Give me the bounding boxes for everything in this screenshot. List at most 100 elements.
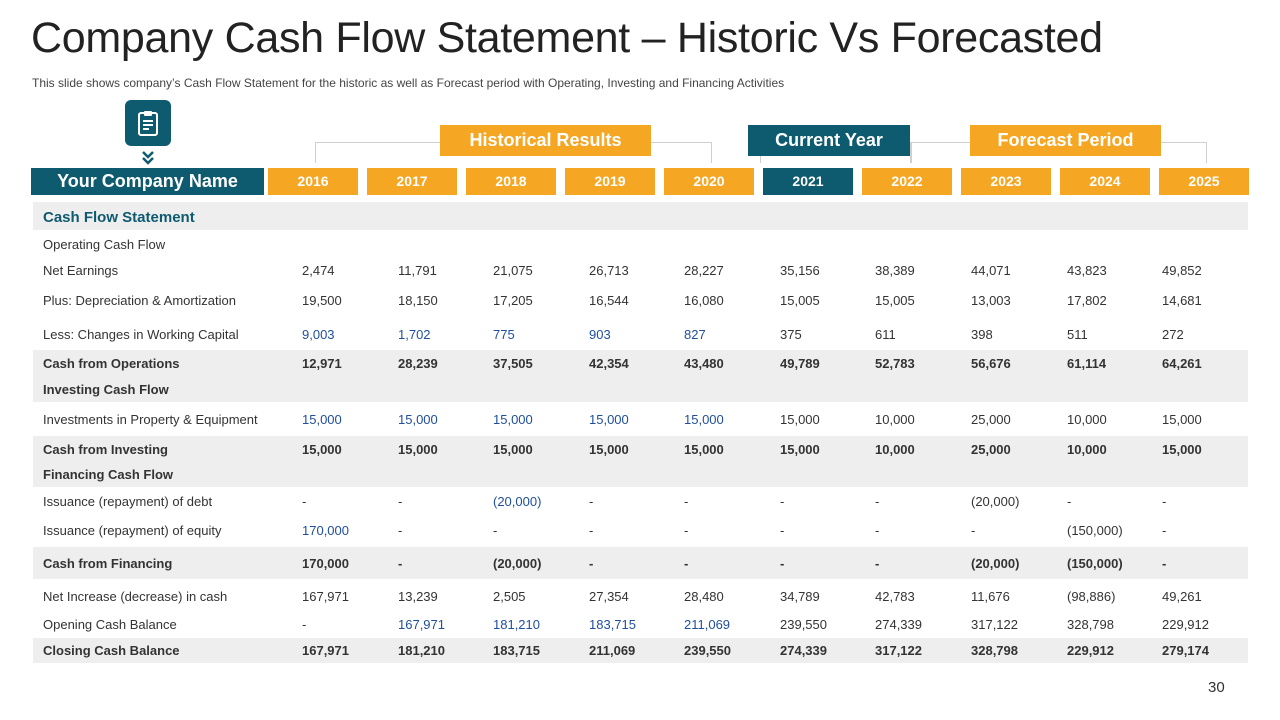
cell-value: 17,205 [493,293,533,308]
cell-value: 15,000 [1162,442,1202,457]
cell-value: - [780,523,785,538]
row-label: Closing Cash Balance [43,643,180,658]
cell-value: 274,339 [875,617,922,632]
cell-value: 10,000 [1067,412,1107,427]
cell-value: - [398,523,403,538]
year-header-2022: 2022 [862,168,952,195]
cell-value: 511 [1067,327,1088,342]
cell-value: 167,971 [302,589,349,604]
cell-value: 61,114 [1067,356,1107,371]
cell-value: 43,823 [1067,263,1107,278]
row-label: Opening Cash Balance [43,617,177,632]
table-row: Less: Changes in Working Capital 9,003 1,7… [33,318,1248,350]
cell-value: - [780,556,785,571]
table-row: Cash from Operations 12,971 28,239 37,505 42… [33,350,1248,376]
cell-value: 15,000 [780,442,820,457]
cell-value: 52,783 [875,356,915,371]
row-label: Cash from Investing [43,442,168,457]
cell-value: 16,544 [589,293,629,308]
table-row: Closing Cash Balance 167,971 181,210 183,71… [33,638,1248,663]
cell-value: - [302,494,307,509]
cell-value: (150,000) [1067,556,1123,571]
cell-value: - [971,523,976,538]
cell-value: 25,000 [971,442,1011,457]
year-header-2023: 2023 [961,168,1051,195]
cell-value: 18,150 [398,293,438,308]
current-year-label: Current Year [748,125,910,156]
cell-value: 13,239 [398,589,438,604]
cell-value: 229,912 [1162,617,1209,632]
page-title: Company Cash Flow Statement – Historic V… [31,14,1103,62]
cell-value: 183,715 [589,617,636,632]
cell-value: 10,000 [875,442,915,457]
cell-value: 28,480 [684,589,724,604]
cell-value: - [589,494,594,509]
page-number: 30 [1208,679,1225,696]
table-row: Net Increase (decrease) in cash 167,971 13… [33,582,1248,610]
row-label: Issuance (repayment) of equity [43,523,222,538]
cell-value: 15,000 [589,442,629,457]
cell-value: 35,156 [780,263,820,278]
clipboard-icon [125,100,171,146]
row-label: Cash from Operations [43,356,180,371]
cell-value: 14,681 [1162,293,1202,308]
table-row: Net Earnings 2,474 11,791 21,075 26,713 28,22… [33,257,1248,283]
cell-value: 15,005 [875,293,915,308]
table-row: Cash from Financing 170,000 - (20,000) - - - - (… [33,547,1248,579]
cell-value: 1,702 [398,327,431,342]
year-header-2019: 2019 [565,168,655,195]
cell-value: 9,003 [302,327,335,342]
year-header-2017: 2017 [367,168,457,195]
cell-value: - [1162,556,1167,571]
cell-value: 229,912 [1067,643,1114,658]
cell-value: 239,550 [780,617,827,632]
double-chevron-down-icon [140,150,156,166]
cell-value: 317,122 [875,643,922,658]
table-row: Investing Cash Flow [33,376,1248,402]
row-label: Investments in Property & Equipment [43,412,258,427]
row-label: Investing Cash Flow [43,382,169,397]
cell-value: - [589,523,594,538]
cell-value: 15,000 [780,412,820,427]
cell-value: (20,000) [971,556,1020,571]
cell-value: 42,354 [589,356,629,371]
company-name-header: Your Company Name [31,168,264,195]
cell-value: 49,261 [1162,589,1202,604]
cell-value: 15,000 [302,442,342,457]
cell-value: 64,261 [1162,356,1202,371]
cell-value: (98,886) [1067,589,1116,604]
cell-value: 34,789 [780,589,820,604]
cell-value: 167,971 [302,643,349,658]
table-row: Plus: Depreciation & Amortization 19,500 1… [33,286,1248,314]
year-header-2025: 2025 [1159,168,1249,195]
cell-value: 28,227 [684,263,724,278]
table-row: Investments in Property & Equipment 15,00… [33,403,1248,435]
cell-value: 211,069 [589,643,636,658]
cell-value: - [398,556,403,571]
cell-value: 15,000 [493,412,533,427]
table-row: Operating Cash Flow [33,232,1248,256]
section-title: Cash Flow Statement [43,209,195,226]
cell-value: 28,239 [398,356,438,371]
cell-value: 11,791 [398,263,437,278]
cell-value: 181,210 [398,643,445,658]
cell-value: - [684,556,689,571]
cell-value: 15,000 [684,442,724,457]
cell-value: 211,069 [684,617,731,632]
cell-value: 12,971 [302,356,342,371]
page-subtitle: This slide shows company’s Cash Flow Sta… [32,76,785,90]
cell-value: 42,783 [875,589,915,604]
cell-value: - [684,523,689,538]
cell-value: - [493,523,498,538]
cell-value: 19,500 [302,293,342,308]
table-row: Issuance (repayment) of debt - - (20,000) - -… [33,488,1248,514]
row-label: Plus: Depreciation & Amortization [43,293,236,308]
cell-value: 183,715 [493,643,540,658]
cell-value: - [398,494,403,509]
cell-value: 15,000 [1162,412,1202,427]
cell-value: 274,339 [780,643,827,658]
year-header-2018: 2018 [466,168,556,195]
cell-value: 827 [684,327,706,342]
cell-value: 37,505 [493,356,533,371]
year-header-2016: 2016 [268,168,358,195]
